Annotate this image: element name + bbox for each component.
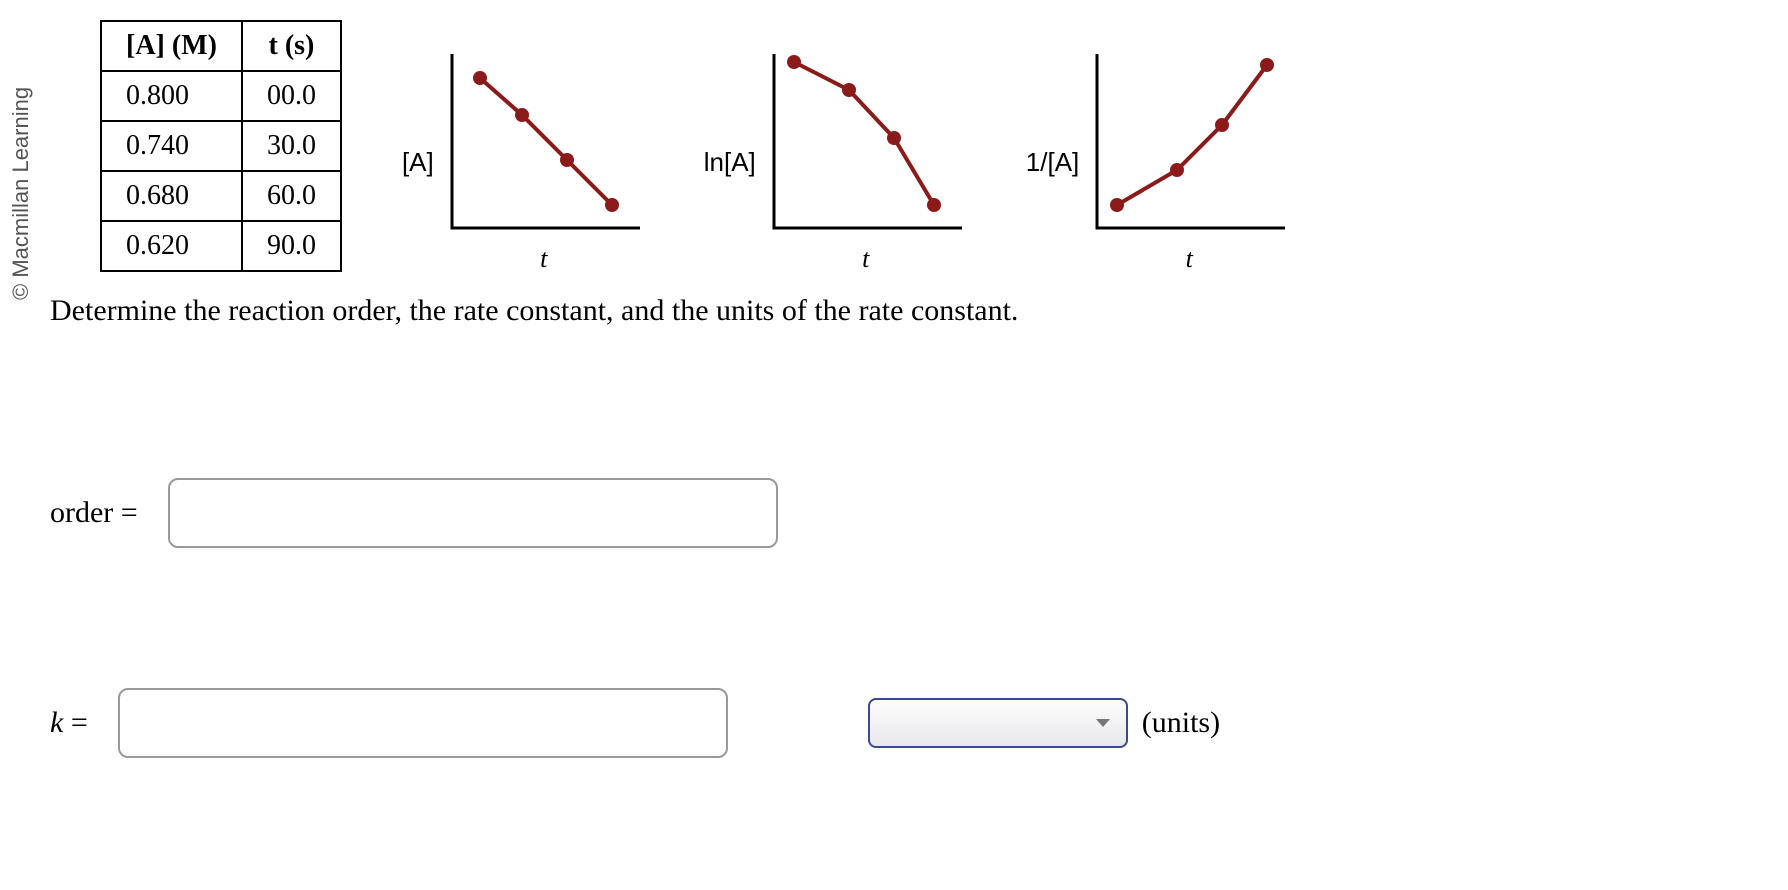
order-input-row: order =	[50, 478, 1768, 548]
chart-lna-vs-t: ln[A] t	[704, 50, 966, 274]
table-header: [A] (M)	[101, 21, 242, 71]
order-input[interactable]	[168, 478, 778, 548]
table-cell: 90.0	[242, 221, 341, 271]
table-cell: 0.680	[101, 171, 242, 221]
top-row: [A] (M) t (s) 0.800 00.0 0.740 30.0 0.68…	[100, 20, 1768, 274]
chart-ylabel: 1/[A]	[1026, 147, 1079, 178]
chart-box: t	[444, 50, 644, 274]
chart-svg	[1089, 50, 1289, 240]
table-cell: 30.0	[242, 121, 341, 171]
chart-box: t	[766, 50, 966, 274]
k-input[interactable]	[118, 688, 728, 758]
chart-a-vs-t: [A] t	[402, 50, 644, 274]
units-label: (units)	[1142, 706, 1220, 740]
page-root: © Macmillan Learning [A] (M) t (s) 0.800…	[0, 0, 1788, 890]
data-table: [A] (M) t (s) 0.800 00.0 0.740 30.0 0.68…	[100, 20, 342, 272]
units-select[interactable]	[868, 698, 1128, 748]
table-header-row: [A] (M) t (s)	[101, 21, 341, 71]
table-cell: 0.740	[101, 121, 242, 171]
chart-xlabel: t	[1186, 244, 1193, 274]
chart-ylabel: ln[A]	[704, 147, 756, 178]
table-row: 0.680 60.0	[101, 171, 341, 221]
table-cell: 60.0	[242, 171, 341, 221]
table-row: 0.800 00.0	[101, 71, 341, 121]
chart-box: t	[1089, 50, 1289, 274]
order-label: order =	[50, 496, 138, 530]
chart-svg	[444, 50, 644, 240]
table-cell: 0.800	[101, 71, 242, 121]
table-header: t (s)	[242, 21, 341, 71]
chart-xlabel: t	[540, 244, 547, 274]
copyright-label: © Macmillan Learning	[8, 87, 34, 300]
table-cell: 00.0	[242, 71, 341, 121]
table-row: 0.620 90.0	[101, 221, 341, 271]
k-input-row: k = (units)	[50, 688, 1768, 758]
units-group: (units)	[868, 698, 1220, 748]
chart-svg	[766, 50, 966, 240]
table-cell: 0.620	[101, 221, 242, 271]
chart-inva-vs-t: 1/[A] t	[1026, 50, 1289, 274]
chevron-down-icon	[1096, 719, 1110, 727]
prompt-text: Determine the reaction order, the rate c…	[50, 294, 1768, 328]
chart-ylabel: [A]	[402, 147, 434, 178]
table-row: 0.740 30.0	[101, 121, 341, 171]
k-label: k =	[50, 706, 88, 740]
chart-xlabel: t	[862, 244, 869, 274]
